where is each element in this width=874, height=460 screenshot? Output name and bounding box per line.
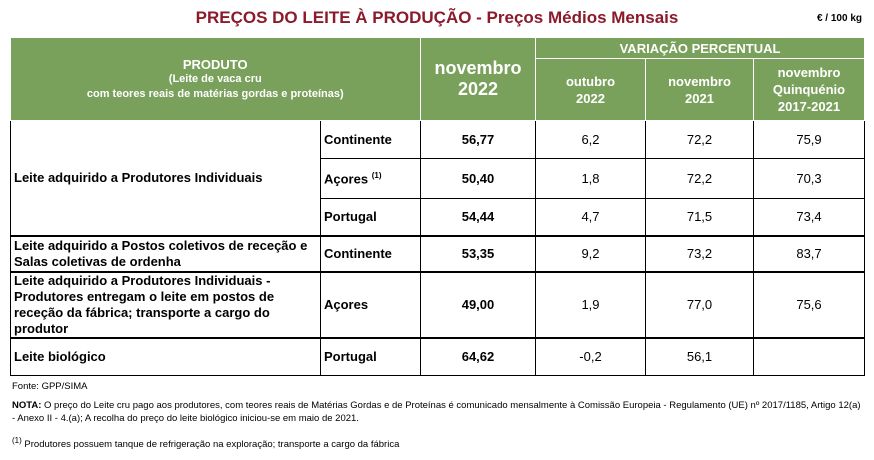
var-quin: 70,3 [752,158,866,199]
price-value: 49,00 [420,270,536,338]
note-text: NOTA: O preço do Leite cru pago aos prod… [12,400,861,424]
var-oct: 1,9 [535,270,646,338]
var-quin [752,336,866,376]
region-label: Portugal [320,336,421,376]
var-quin: 75,9 [752,120,866,159]
var-oct: -0,2 [535,336,646,376]
header-col-nov-2021: novembro 2021 [645,58,754,121]
var-quin: 73,4 [752,198,866,236]
product-label: Leite biológico [10,336,321,376]
header-product: PRODUTO (Leite de vaca cru com teores re… [10,38,421,121]
price-value: 53,35 [420,234,536,272]
table-row: Leite biológico Portugal 64,62 -0,2 56,1 [10,336,866,376]
region-label: Açores (1) [320,158,421,199]
price-table: PRODUTO (Leite de vaca cru com teores re… [10,38,866,376]
table-row: Leite adquirido a Produtores Individuais… [10,120,866,236]
table-row: Açores (1) 50,40 1,8 72,2 70,3 [11,158,866,199]
page-title: PREÇOS DO LEITE À PRODUÇÃO - Preços Médi… [195,8,679,27]
var-quin: 83,7 [752,234,866,272]
var-oct: 1,8 [535,158,646,199]
var-oct: 9,2 [535,234,646,272]
var-quin: 75,6 [752,270,866,338]
var-nov: 72,2 [645,120,754,159]
table-row: Leite adquirido a Postos coletivos de re… [10,234,866,272]
price-value: 56,77 [420,120,536,159]
var-nov: 77,0 [645,270,754,338]
source-note: Fonte: GPP/SIMA [12,381,88,392]
price-value: 54,44 [420,198,536,236]
unit-label: € / 100 kg [816,13,862,24]
header-month: novembro 2022 [420,38,536,121]
table-row: Leite adquirido a Produtores Individuais… [10,270,866,338]
var-nov: 71,5 [645,198,754,236]
table-row: Portugal 54,44 4,7 71,5 73,4 [11,198,866,236]
product-label: Leite adquirido a Produtores Individuais… [10,270,321,338]
product-label: Leite adquirido a Postos coletivos de re… [10,234,321,272]
region-label: Portugal [320,198,421,236]
var-oct: 6,2 [535,120,646,159]
var-nov: 72,2 [645,158,754,199]
var-nov: 56,1 [645,336,754,376]
region-label: Açores [320,270,421,338]
header-variation: VARIAÇÃO PERCENTUAL [535,38,866,59]
region-label: Continente [320,234,421,272]
footnote: (1) Produtores possuem tanque de refrige… [12,436,400,451]
var-nov: 73,2 [645,234,754,272]
product-label: Leite adquirido a Produtores Individuais [10,120,321,236]
region-label: Continente [320,120,421,159]
header-col-oct-2022: outubro 2022 [535,58,646,121]
header-col-quinquennium: novembro Quinquénio 2017-2021 [753,58,866,121]
var-oct: 4,7 [535,198,646,236]
price-value: 50,40 [420,158,536,199]
price-value: 64,62 [420,336,536,376]
